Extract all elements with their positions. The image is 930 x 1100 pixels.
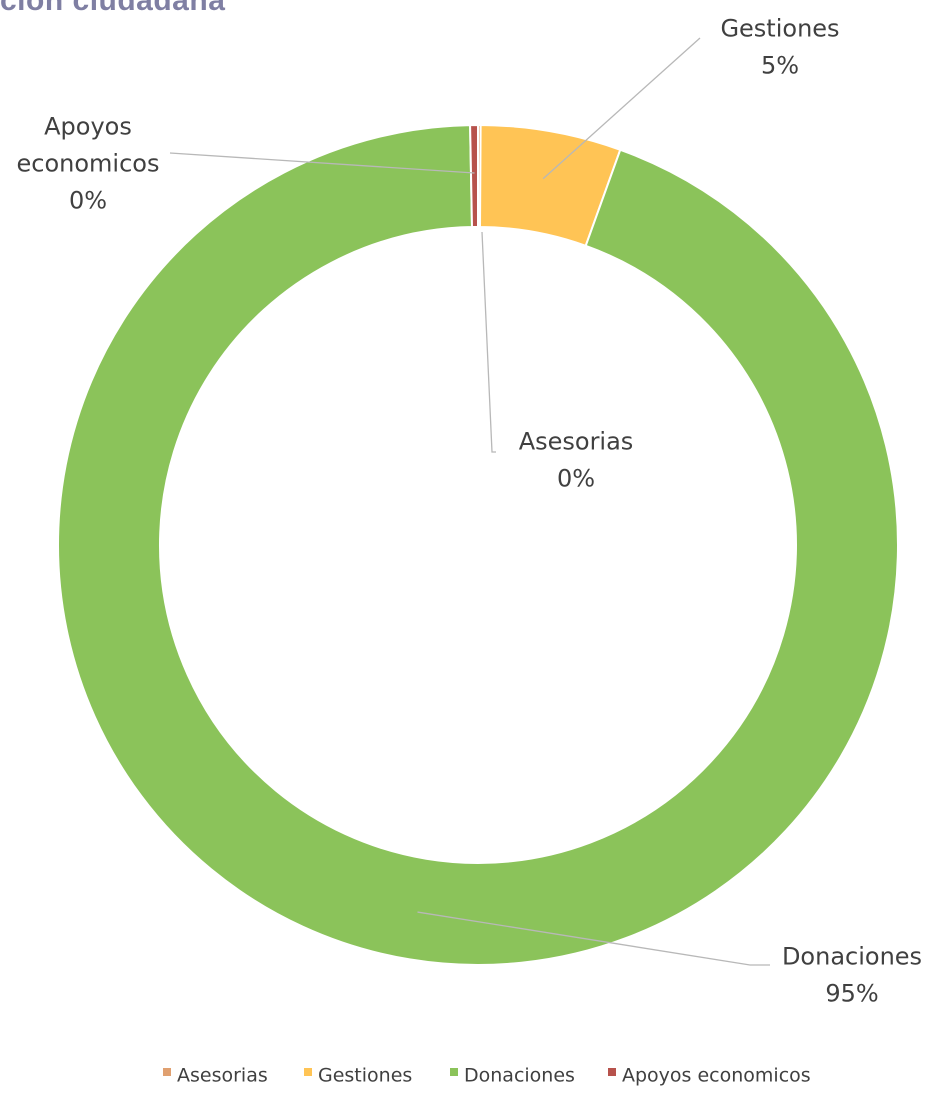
slice-apoyos-economicos[interactable] [469,123,479,229]
chart-title: ción ciudadana [0,0,226,17]
data-label-percent-apoyos-economicos: 0% [69,187,107,215]
legend-swatch-asesorias [163,1068,171,1076]
legend-swatch-gestiones [304,1068,312,1076]
data-labels: Asesorias 0% Gestiones 5% Donaciones 95% Apoyo… [17,15,923,1008]
legend-label-apoyos-economicos: Apoyos economicos [622,1065,811,1087]
leader-line-donaciones [417,911,770,966]
data-label-name-apoyos-economicos: Apoyos [44,113,132,141]
legend-label-asesorias: Asesorias [177,1065,268,1087]
data-label-name-donaciones: Donaciones [782,943,922,971]
donut-slices [57,123,899,966]
legend-label-donaciones: Donaciones [464,1065,575,1087]
slice-donaciones[interactable] [57,124,899,966]
legend: Asesorias Gestiones Donaciones Apoyos econo… [163,1065,811,1087]
leader-line-asesorias [481,231,496,453]
legend-swatch-donaciones [450,1068,458,1076]
legend-swatch-apoyos-economicos [608,1068,616,1076]
data-label-percent-donaciones: 95% [825,980,878,1008]
data-label-percent-asesorias: 0% [557,465,595,493]
data-label-percent-gestiones: 5% [761,52,799,80]
leader-line-apoyos-economicos [169,152,475,174]
legend-label-gestiones: Gestiones [318,1065,412,1087]
data-label-name-gestiones: Gestiones [720,15,839,43]
data-label-name-apoyos-economicos: economicos [17,150,160,178]
leader-line-gestiones [542,37,701,180]
data-label-name-asesorias: Asesorias [519,428,634,456]
